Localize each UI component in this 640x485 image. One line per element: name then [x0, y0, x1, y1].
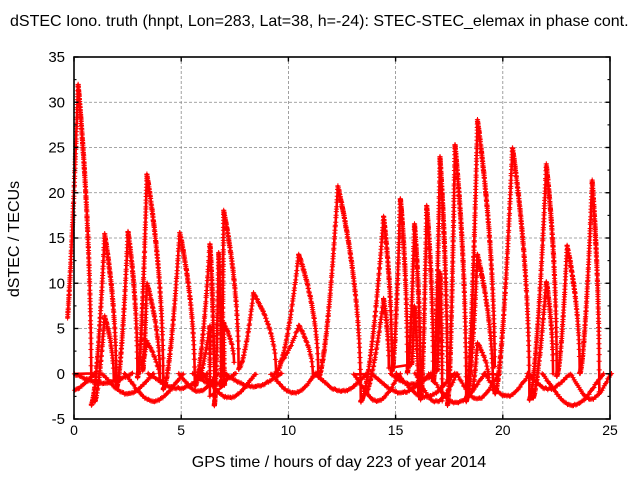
svg-text:15: 15 — [48, 230, 65, 247]
svg-text:10: 10 — [48, 275, 65, 292]
svg-text:20: 20 — [48, 185, 65, 202]
svg-text:25: 25 — [602, 422, 618, 438]
svg-text:0: 0 — [57, 366, 65, 383]
svg-text:10: 10 — [281, 422, 297, 438]
svg-text:0: 0 — [70, 422, 78, 438]
svg-text:5: 5 — [177, 422, 185, 438]
svg-text:30: 30 — [48, 94, 65, 111]
svg-text:20: 20 — [495, 422, 511, 438]
svg-text:-5: -5 — [52, 411, 65, 428]
svg-text:35: 35 — [48, 49, 65, 66]
svg-text:5: 5 — [57, 321, 65, 338]
svg-text:15: 15 — [388, 422, 404, 438]
svg-text:25: 25 — [48, 140, 65, 157]
